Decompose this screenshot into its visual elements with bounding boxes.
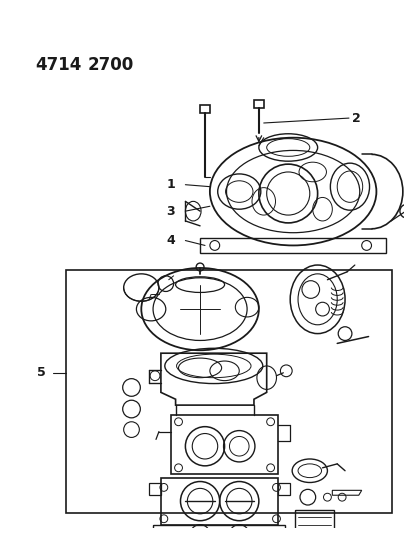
- Bar: [295, 510, 334, 533]
- Text: 2700: 2700: [87, 56, 134, 75]
- Bar: [66, 270, 392, 513]
- Text: 2: 2: [352, 111, 361, 125]
- Text: 4: 4: [166, 234, 175, 247]
- Bar: [161, 478, 278, 524]
- Bar: [200, 106, 210, 113]
- Bar: [153, 524, 285, 533]
- Bar: [278, 483, 290, 495]
- Text: 5: 5: [37, 366, 46, 379]
- Bar: [149, 483, 161, 495]
- Bar: [171, 415, 278, 474]
- Bar: [200, 238, 386, 253]
- Text: 1: 1: [166, 178, 175, 191]
- Text: 3: 3: [166, 205, 175, 217]
- Bar: [254, 100, 264, 108]
- Text: 4714: 4714: [35, 56, 82, 75]
